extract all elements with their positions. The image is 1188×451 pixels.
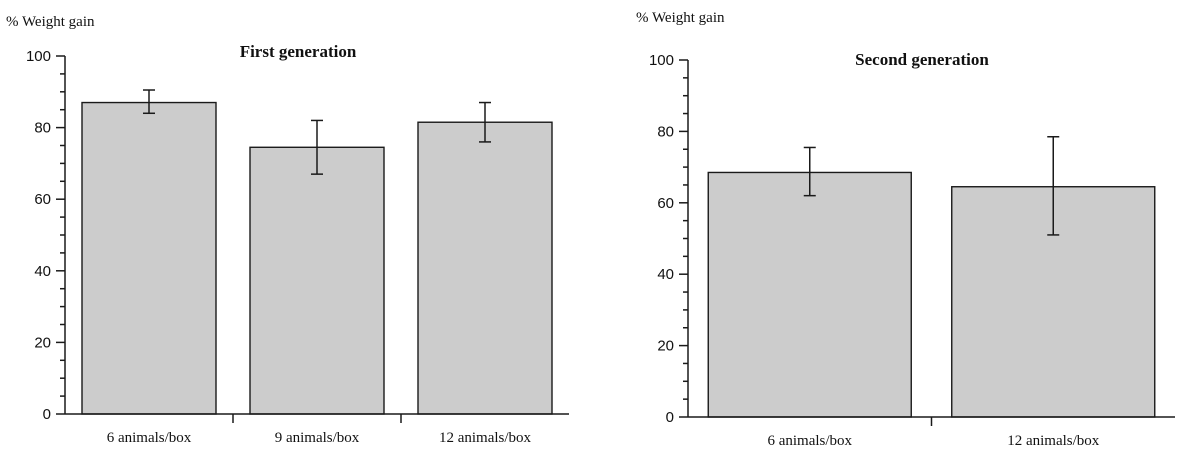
y-tick-label: 60 xyxy=(657,195,674,212)
x-tick-label: 12 animals/box xyxy=(1007,433,1100,449)
bar-1 xyxy=(707,171,912,418)
panel-second-generation: % Weight gain Second generation 0 20 40 60 8… xyxy=(636,10,1175,449)
y-ticks: 0 20 40 60 80 100 xyxy=(26,48,65,423)
bar-1 xyxy=(81,101,217,415)
panel-first-generation: % Weight gain First generation 0 20 40 60 80… xyxy=(6,14,569,446)
y-ticks: 0 20 40 60 80 100 xyxy=(649,52,688,426)
error-bar-1 xyxy=(803,146,816,197)
y-axis-label: % Weight gain xyxy=(6,14,95,30)
y-tick-label: 60 xyxy=(34,191,51,208)
y-tick-label: 100 xyxy=(26,48,51,65)
bar-3 xyxy=(417,121,553,415)
y-tick-label: 100 xyxy=(649,52,674,69)
error-bar-3 xyxy=(479,101,491,143)
y-tick-label: 20 xyxy=(34,334,51,351)
y-axis-label: % Weight gain xyxy=(636,10,725,26)
bar-2 xyxy=(249,146,385,415)
error-bar-2 xyxy=(1047,136,1060,236)
y-tick-label: 20 xyxy=(657,338,674,355)
y-tick-label: 40 xyxy=(657,266,674,283)
error-bar-2 xyxy=(311,119,323,175)
error-bar-1 xyxy=(143,89,155,115)
bars xyxy=(707,171,1156,418)
x-tick-label: 6 animals/box xyxy=(767,433,852,449)
y-tick-label: 80 xyxy=(34,120,51,137)
error-bars xyxy=(143,89,491,175)
x-tick-label: 6 animals/box xyxy=(107,430,192,446)
x-tick-label: 12 animals/box xyxy=(439,430,532,446)
y-tick-label: 0 xyxy=(666,409,674,426)
x-ticks: 6 animals/box 9 animals/box 12 animals/box xyxy=(107,414,532,446)
error-bars xyxy=(803,136,1060,236)
x-ticks: 6 animals/box 12 animals/box xyxy=(767,417,1100,449)
x-tick-label: 9 animals/box xyxy=(275,430,360,446)
chart-title: Second generation xyxy=(855,50,989,69)
y-tick-label: 40 xyxy=(34,263,51,280)
chart-title: First generation xyxy=(240,42,357,61)
y-tick-label: 80 xyxy=(657,123,674,140)
y-tick-label: 0 xyxy=(43,406,51,423)
